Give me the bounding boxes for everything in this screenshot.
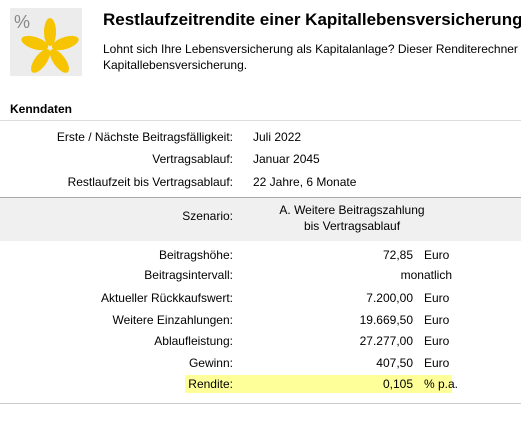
result-unit: Euro — [424, 248, 450, 262]
description: Kapitallebensversicherung. — [103, 58, 248, 72]
result-label: Beitragshöhe: — [158, 248, 233, 262]
field-value: 22 Jahre, 6 Monate — [253, 175, 357, 189]
scenario-label: Szenario: — [182, 209, 233, 223]
description: Lohnt sich Ihre Lebensversicherung als K… — [103, 42, 518, 56]
result-value: 0,105 — [382, 377, 413, 391]
highlight — [185, 375, 452, 393]
field-label: Restlaufzeit bis Vertragsablauf: — [67, 175, 233, 189]
result-value: 407,50 — [376, 356, 413, 370]
result-value: 72,85 — [382, 248, 413, 262]
result-label: Ablaufleistung: — [154, 334, 233, 348]
logo-text: % — [14, 12, 30, 32]
field-label: Erste / Nächste Beitragsfälligkeit: — [56, 130, 233, 144]
result-unit: Euro — [424, 334, 450, 348]
result-label: Beitragsintervall: — [144, 268, 233, 282]
field-label: Vertragsablauf: — [152, 152, 233, 166]
result-label: Aktueller Rückkaufswert: — [100, 291, 233, 305]
result-value: 7.200,00 — [366, 291, 413, 305]
field-value: Januar 2045 — [253, 152, 320, 166]
logo: % — [10, 8, 82, 76]
result-unit: Euro — [424, 291, 450, 305]
result-value: 19.669,50 — [359, 313, 413, 327]
result-label: Weitere Einzahlungen: — [112, 313, 233, 327]
section-title: Kenndaten — [10, 102, 73, 116]
result-value: monatlich — [400, 268, 452, 282]
divider — [0, 403, 521, 404]
result-label: Gewinn: — [188, 356, 233, 370]
result-label: Rendite: — [188, 377, 233, 391]
divider — [0, 120, 521, 121]
scenario-name: A. Weitere Beitragszahlung — [279, 203, 425, 217]
title: Restlaufzeitrendite einer Kapitallebensv… — [103, 10, 521, 29]
result-value: 27.277,00 — [359, 334, 413, 348]
field-value: Juli 2022 — [253, 130, 302, 144]
result-unit: Euro — [424, 313, 450, 327]
scenario-name: bis Vertragsablauf — [303, 219, 401, 233]
scenario-band — [0, 197, 521, 241]
result-unit: Euro — [424, 356, 450, 370]
result-unit: % p.a. — [424, 377, 459, 391]
